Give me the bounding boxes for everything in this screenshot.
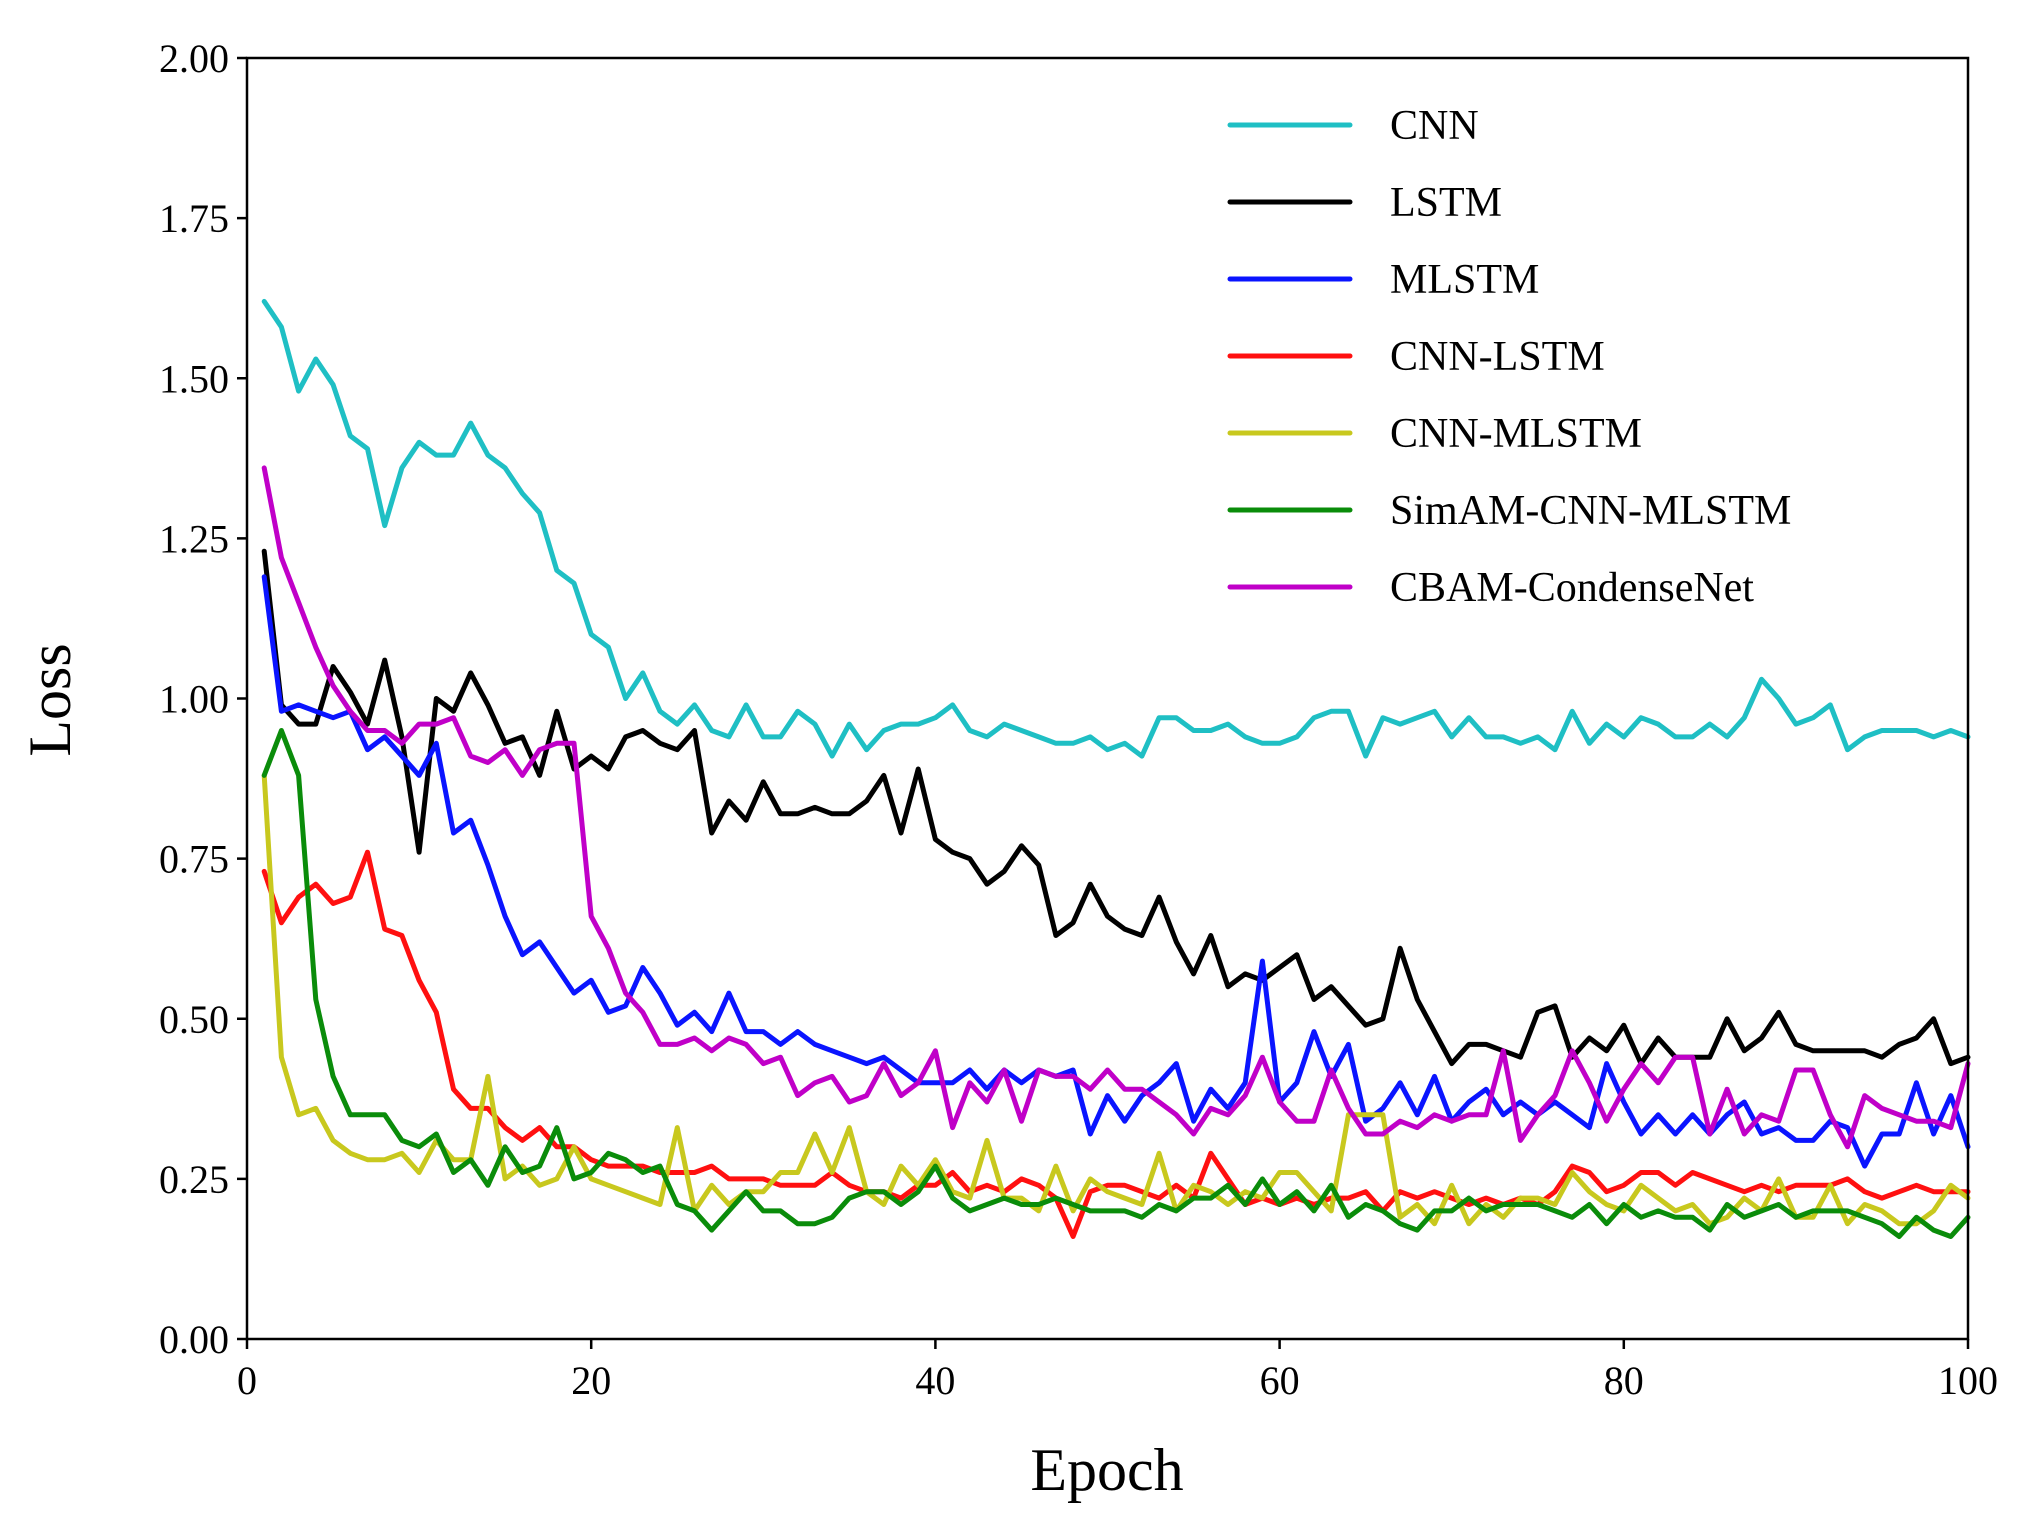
series-line-cnn-lstm [261,849,1971,1239]
x-tick-label: 20 [571,1358,611,1403]
legend-label-cbam-condensenet: CBAM-CondenseNet [1390,565,1754,611]
series-line-mlstm [261,574,1971,1169]
y-tick-label: 0.00 [159,1317,229,1362]
ticks-layer: 0 20 40 60 80 100 0.00 0.25 0.50 0.75 1.00 1.25 1.50… [159,36,1998,1403]
series-layer [261,298,1971,1239]
x-tick-label: 60 [1260,1358,1300,1403]
series-line-simam-cnn-mlstm [261,728,1971,1239]
y-tick-label: 1.25 [159,516,229,561]
y-tick-label: 0.50 [159,997,229,1042]
series-line-cnn [261,298,1971,759]
legend: CNN LSTM MLSTM CNN-LSTM CNN-MLSTM SimAM-CNN-M… [1227,103,1791,611]
series-line-cbam-condensenet [261,465,1971,1150]
legend-label-lstm: LSTM [1390,180,1502,226]
y-tick-label: 1.50 [159,356,229,401]
y-tick-label: 1.00 [159,677,229,722]
legend-label-cnn-lstm: CNN-LSTM [1390,334,1605,380]
x-tick-label: 100 [1938,1358,1998,1403]
legend-label-cnn: CNN [1390,103,1479,149]
x-tick-label: 0 [237,1358,257,1403]
x-axis-title: Epoch [1030,1437,1183,1503]
series-line-lstm [261,548,1971,1067]
y-tick-label: 1.75 [159,196,229,241]
legend-label-mlstm: MLSTM [1390,257,1539,303]
y-axis-title: Loss [17,643,83,756]
x-tick-label: 40 [915,1358,955,1403]
legend-label-simam-cnn-mlstm: SimAM-CNN-MLSTM [1390,488,1791,534]
series-line-cnn-mlstm [261,772,1971,1227]
y-tick-label: 0.25 [159,1157,229,1202]
y-tick-label: 0.75 [159,837,229,882]
x-tick-label: 80 [1604,1358,1644,1403]
y-tick-label: 2.00 [159,36,229,81]
legend-label-cnn-mlstm: CNN-MLSTM [1390,411,1642,457]
